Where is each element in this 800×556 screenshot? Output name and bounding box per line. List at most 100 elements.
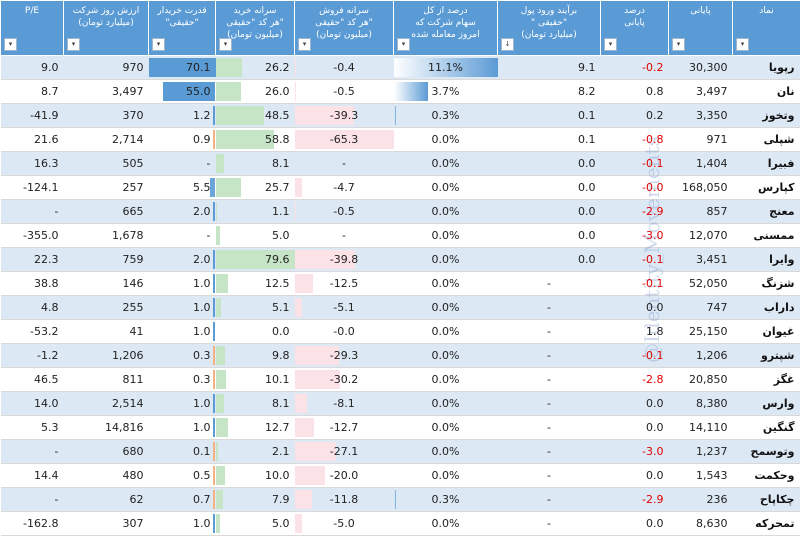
- table-row[interactable]: 46.5 811 0.3 10.1 -30.2 0.0% - -2.8 20,850 غگز: [0, 367, 800, 392]
- cell-value: نان: [776, 85, 795, 98]
- cell-mcap: 505: [63, 151, 149, 176]
- sell-per-capita-bar: [294, 178, 302, 197]
- cell-value: 0.0%: [431, 421, 460, 434]
- table-row[interactable]: 4.8 255 1.0 5.1 -5.1 0.0% - 0.0 747 داراب: [0, 295, 800, 320]
- cell-close: 20,850: [668, 367, 733, 392]
- traded-percent-bar: [393, 106, 397, 125]
- table-row[interactable]: -53.2 41 1.0 0.0 -0.0 0.0% - 1.8 25,150 غیوان: [0, 319, 800, 344]
- column-header-sell[interactable]: سرانه فروش هر کد "حقیقی" (میلیون تومان) ▾: [294, 0, 394, 56]
- cell-sym: داراب: [732, 295, 800, 320]
- cell-chg: 0.8: [600, 79, 669, 104]
- filter-dropdown-icon[interactable]: ▾: [152, 38, 165, 51]
- column-header-bpower[interactable]: قدرت خریدار "حقیقی" ▾: [148, 0, 216, 56]
- column-header-pct[interactable]: درصد از کل سهام شرکت که امروز معامله شده…: [393, 0, 498, 56]
- filter-dropdown-icon[interactable]: ▾: [604, 38, 617, 51]
- filter-dropdown-icon[interactable]: ▾: [397, 38, 410, 51]
- cell-value: -5.0: [333, 517, 355, 530]
- table-row[interactable]: 21.6 2,714 0.9 58.8 -65.3 0.0% 0.1 -0.8 971 شپلی: [0, 127, 800, 152]
- table-row[interactable]: -41.9 370 1.2 48.5 -39.3 0.3% 0.1 0.2 3,350 وتخوز: [0, 103, 800, 128]
- column-header-sym[interactable]: نماد ▾: [732, 0, 800, 56]
- cell-mcap: 970: [63, 55, 149, 80]
- filter-dropdown-icon[interactable]: ▾: [67, 38, 80, 51]
- cell-flow: 0.1: [497, 103, 601, 128]
- cell-value: 9.0: [41, 61, 59, 74]
- cell-value: -3.0: [642, 445, 664, 458]
- table-row[interactable]: -124.1 257 5.5 25.7 -4.7 0.0% 0.0 -0.0 168,050 کپ…: [0, 175, 800, 200]
- cell-value: 1,543: [696, 469, 728, 482]
- table-row[interactable]: 14.4 480 0.5 10.0 -20.0 0.0% - 0.0 1,543 وحکمت: [0, 463, 800, 488]
- column-header-pe[interactable]: P/E ▾: [0, 0, 64, 56]
- cell-value: 0.0: [646, 517, 664, 530]
- cell-value: 0.7: [193, 493, 211, 506]
- table-row[interactable]: - 665 2.0 1.1 -0.5 0.0% 0.0 -2.9 857 معنج: [0, 199, 800, 224]
- filter-dropdown-icon[interactable]: ▾: [672, 38, 685, 51]
- column-header-buy[interactable]: سرانه خرید هر کد "حقیقی" (میلیون تومان) ▾: [215, 0, 295, 56]
- cell-sym: شپلی: [732, 127, 800, 152]
- cell-value: 0.0%: [431, 301, 460, 314]
- cell-sell: -5.0: [294, 511, 394, 536]
- filter-dropdown-icon[interactable]: ▾: [219, 38, 232, 51]
- table-row[interactable]: - 62 0.7 7.9 -11.8 0.3% - -2.9 236 چکاپاح: [0, 487, 800, 512]
- table-row[interactable]: 38.8 146 1.0 12.5 -12.5 0.0% - -0.1 52,050 شزنگ: [0, 271, 800, 296]
- cell-value: 2,714: [112, 133, 144, 146]
- cell-value: -: [342, 157, 346, 170]
- table-row[interactable]: 8.7 3,497 55.0 26.0 -0.5 3.7% 8.2 0.8 3,497 نان: [0, 79, 800, 104]
- table-row[interactable]: 9.0 970 70.1 26.2 -0.4 11.1% 9.1 -0.2 30,300 رپوی…: [0, 55, 800, 80]
- buyer-power-bar: [212, 346, 215, 365]
- column-header-chg[interactable]: درصد پایانی ▾: [600, 0, 669, 56]
- cell-close: 236: [668, 487, 733, 512]
- table-row[interactable]: -355.0 1,678 - 5.0 - 0.0% 0.0 -3.0 12,070 ممسنی: [0, 223, 800, 248]
- cell-close: 971: [668, 127, 733, 152]
- cell-pe: 8.7: [0, 79, 64, 104]
- cell-value: 2.0: [193, 253, 211, 266]
- buy-per-capita-bar: [215, 394, 224, 413]
- table-row[interactable]: 16.3 505 - 8.1 - 0.0% 0.0 -0.1 1,404 فبیرا: [0, 151, 800, 176]
- table-row[interactable]: 22.3 759 2.0 79.6 -39.8 0.0% 0.0 -0.1 3,451 وایرا: [0, 247, 800, 272]
- cell-value: -: [547, 277, 551, 290]
- cell-value: 146: [122, 277, 144, 290]
- cell-close: 30,300: [668, 55, 733, 80]
- cell-value: 0.3%: [431, 109, 460, 122]
- column-header-flow[interactable]: برآیند ورود پول " حقیقی" (میلیارد تومان)…: [497, 0, 601, 56]
- cell-value: 505: [122, 157, 144, 170]
- cell-pe: 4.8: [0, 295, 64, 320]
- cell-value: کپارس: [757, 181, 795, 194]
- cell-value: 5.0: [272, 517, 290, 530]
- cell-chg: -2.9: [600, 199, 669, 224]
- cell-value: 70.1: [186, 61, 211, 74]
- table-row[interactable]: -162.8 307 1.0 5.0 -5.0 0.0% - 0.0 8,630 تمحرکه: [0, 511, 800, 536]
- sell-per-capita-bar: [294, 58, 296, 77]
- table-row[interactable]: -1.2 1,206 0.3 9.8 -29.3 0.0% - -0.1 1,206 شپترو: [0, 343, 800, 368]
- cell-flow: 9.1: [497, 55, 601, 80]
- cell-value: 1.0: [193, 397, 211, 410]
- cell-value: شزنگ: [761, 277, 795, 290]
- cell-pct: 0.0%: [393, 439, 498, 464]
- cell-pe: -124.1: [0, 175, 64, 200]
- cell-pct: 0.0%: [393, 415, 498, 440]
- column-header-mcap[interactable]: ارزش روز شرکت (میلیارد تومان) ▾: [63, 0, 149, 56]
- cell-sym: وارس: [732, 391, 800, 416]
- table-row[interactable]: - 680 0.1 2.1 -27.1 0.0% - -3.0 1,237 وتوسمح: [0, 439, 800, 464]
- cell-bpower: 1.0: [148, 415, 216, 440]
- sell-per-capita-bar: [294, 130, 394, 149]
- filter-dropdown-icon[interactable]: ▾: [298, 38, 311, 51]
- cell-buy: 10.0: [215, 463, 295, 488]
- cell-value: 0.8: [646, 85, 664, 98]
- buyer-power-bar: [212, 202, 215, 221]
- cell-value: 58.8: [265, 133, 290, 146]
- cell-value: -124.1: [23, 181, 59, 194]
- table-row[interactable]: 14.0 2,514 1.0 8.1 -8.1 0.0% - 0.0 8,380 وارس: [0, 391, 800, 416]
- cell-value: -39.8: [329, 253, 359, 266]
- filter-dropdown-icon[interactable]: ▾: [736, 38, 749, 51]
- traded-percent-bar: [393, 82, 429, 101]
- sort-icon[interactable]: ↓: [501, 38, 514, 51]
- column-header-close[interactable]: پایانی ▾: [668, 0, 733, 56]
- cell-value: 0.0: [578, 253, 596, 266]
- cell-mcap: 2,514: [63, 391, 149, 416]
- cell-sym: تمحرکه: [732, 511, 800, 536]
- filter-dropdown-icon[interactable]: ▾: [4, 38, 17, 51]
- cell-chg: -0.8: [600, 127, 669, 152]
- cell-buy: 5.0: [215, 511, 295, 536]
- table-row[interactable]: 5.3 14,816 1.0 12.7 -12.7 0.0% - 0.0 14,110 گنگین: [0, 415, 800, 440]
- cell-value: 26.0: [265, 85, 290, 98]
